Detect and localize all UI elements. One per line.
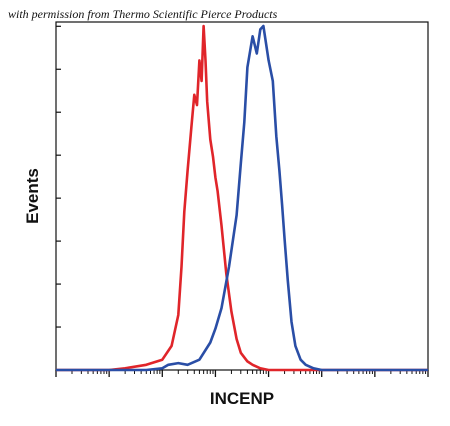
x-axis-title: INCENP (210, 389, 274, 408)
series-line-1 (56, 24, 428, 372)
y-axis-title: Events (23, 168, 42, 224)
permission-credit: with permission from Thermo Scientific P… (8, 7, 278, 21)
y-axis-ticks (56, 25, 61, 328)
series-layer (56, 24, 428, 372)
plot-frame (55, 21, 429, 371)
series-line-2 (56, 24, 428, 372)
